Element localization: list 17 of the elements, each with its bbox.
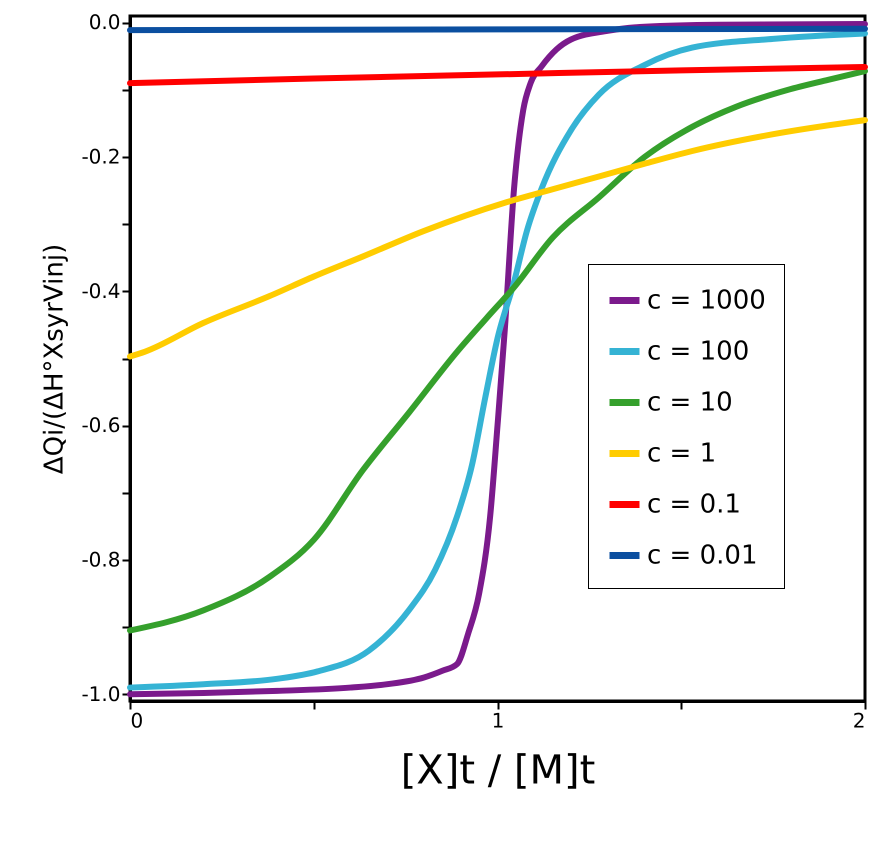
legend-label: c = 1000 (647, 286, 766, 316)
legend-label: c = 100 (647, 336, 750, 366)
y-tick-label: -0.6 (81, 413, 120, 438)
y-tick-label: 0.0 (88, 10, 120, 34)
x-tick-label: 2 (852, 708, 866, 732)
legend-label: c = 0.01 (647, 540, 758, 570)
x-axis-title: [X]t / [M]t (400, 748, 596, 794)
x-tick-label: 1 (492, 708, 504, 732)
x-tick-label: 0 (130, 708, 144, 732)
y-tick-label: -0.4 (81, 278, 120, 303)
legend-label: c = 10 (647, 388, 733, 418)
y-tick-label: -0.2 (81, 144, 120, 169)
legend-label: c = 1 (647, 438, 716, 468)
y-tick-label: -0.8 (81, 547, 120, 572)
legend-label: c = 0.1 (647, 490, 741, 520)
y-tick-label: -1.0 (81, 682, 120, 706)
y-axis-title: ΔQi/(ΔH°XsyrVinj) (39, 244, 70, 474)
